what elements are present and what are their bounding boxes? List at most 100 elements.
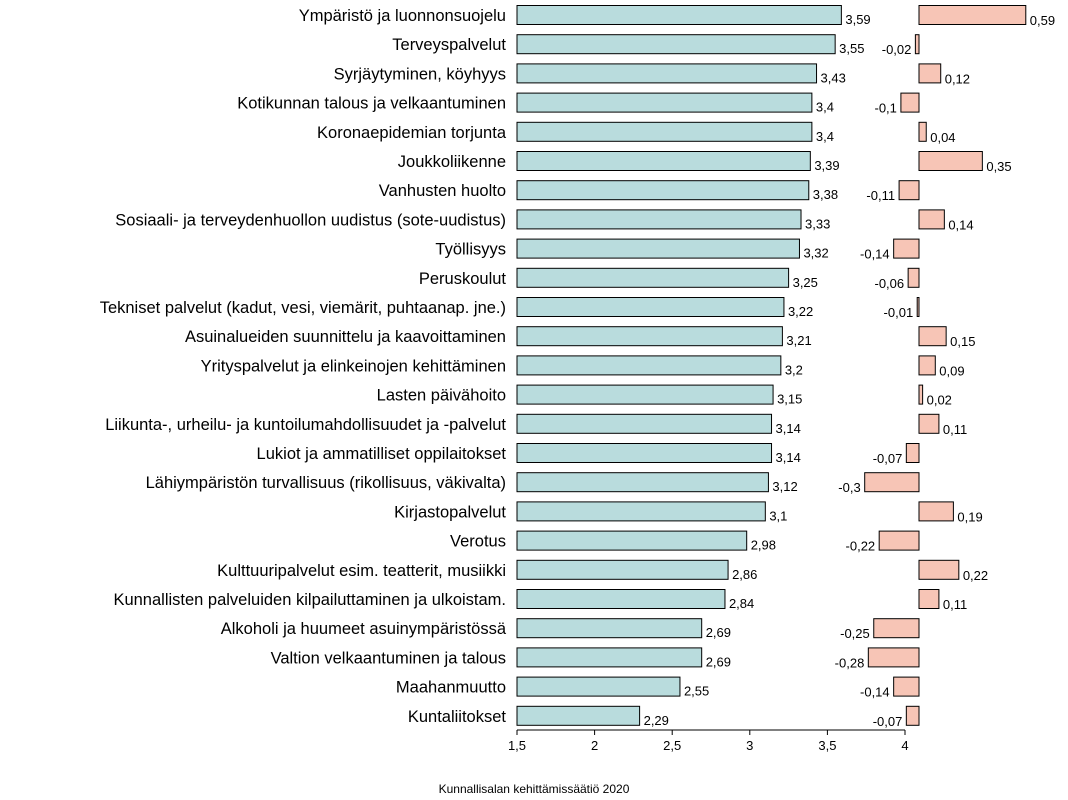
change-bar: [918, 63, 942, 84]
category-label: Asuinalueiden suunnittelu ja kaavoittami…: [185, 328, 506, 346]
mean-score-bar: [516, 180, 810, 201]
mean-score-value-label: 2,55: [684, 684, 709, 699]
mean-score-bar: [516, 530, 748, 551]
mean-score-bar: [516, 63, 818, 84]
change-bar: [873, 618, 920, 639]
change-bar: [900, 92, 920, 113]
change-value-label: -0,14: [860, 685, 890, 700]
change-value-label: 0,59: [1030, 13, 1055, 28]
change-value-label: -0,06: [874, 276, 904, 291]
category-label: Terveyspalvelut: [392, 36, 506, 54]
mean-score-bar: [516, 589, 726, 609]
category-label: Koronaepidemian torjunta: [317, 124, 507, 142]
mean-score-bar: [516, 5, 842, 25]
change-bar: [905, 443, 920, 463]
category-label: Lasten päivähoito: [377, 387, 506, 405]
change-value-label: -0,22: [846, 539, 876, 554]
category-label: Kulttuuripalvelut esim. teatterit, musii…: [217, 562, 506, 580]
mean-score-value-label: 3,38: [813, 187, 838, 202]
category-label: Tekniset palvelut (kadut, vesi, viemärit…: [100, 299, 506, 317]
mean-score-bar: [516, 559, 729, 580]
change-bar: [893, 238, 920, 259]
mean-score-value-label: 3,15: [777, 392, 802, 407]
change-bar: [918, 121, 927, 142]
category-label: Lähiympäristön turvallisuus (rikollisuus…: [146, 474, 506, 492]
mean-score-value-label: 3,55: [839, 41, 864, 56]
change-value-labels: 0,59 -0,02 0,12 -0,1 0,04 0,35 -0,11 0,14 -0,14 -…: [835, 13, 1055, 729]
mean-score-value-label: 3,25: [793, 275, 818, 290]
category-label: Joukkoliikenne: [398, 153, 506, 171]
mean-score-value-label: 3,1: [769, 508, 787, 523]
mean-score-value-label: 3,33: [805, 216, 830, 231]
change-value-label: -0,11: [866, 188, 895, 203]
change-value-label: 0,11: [943, 422, 967, 437]
change-value-label: -0,3: [838, 480, 860, 495]
mean-score-value-label: 3,22: [788, 304, 813, 319]
change-value-label: 0,04: [930, 130, 955, 145]
x-tick-label: 4: [901, 738, 908, 753]
change-value-label: -0,14: [860, 247, 890, 262]
mean-score-value-label: 2,69: [706, 625, 731, 640]
change-bar: [914, 34, 920, 55]
mean-score-bar: [516, 121, 813, 142]
category-label: Maahanmuutto: [396, 679, 506, 697]
change-value-label: 0,22: [963, 568, 988, 583]
x-axis: [516, 729, 906, 735]
change-value-label: -0,07: [873, 714, 903, 729]
mean-score-value-label: 2,69: [706, 654, 731, 669]
change-value-label: 0,35: [986, 159, 1011, 174]
change-bar: [918, 501, 954, 522]
category-label: Lukiot ja ammatilliset oppilaitokset: [257, 445, 507, 463]
mean-score-bar: [516, 209, 802, 230]
change-bar: [918, 384, 924, 405]
source-label: Kunnallisalan kehittämissäätiö 2020: [439, 782, 630, 796]
mean-score-value-label: 3,21: [786, 333, 811, 348]
category-label: Syrjäytyminen, köyhyys: [334, 65, 506, 83]
category-label: Ympäristö ja luonnonsuojelu: [299, 7, 506, 25]
category-label: Peruskoulut: [419, 270, 507, 288]
change-bar: [905, 705, 920, 726]
mean-score-value-label: 3,4: [816, 129, 834, 144]
mean-score-value-label: 3,32: [803, 246, 828, 261]
category-labels: Ympäristö ja luonnonsuojelu Terveyspalvel…: [100, 7, 507, 726]
change-bar: [916, 297, 920, 317]
change-value-label: 0,19: [957, 509, 982, 524]
change-value-label: -0,07: [873, 451, 903, 466]
change-bar: [898, 180, 920, 201]
x-tick-label: 2: [591, 738, 598, 753]
category-label: Sosiaali- ja terveydenhuollon uudistus (…: [115, 211, 506, 229]
change-bar: [864, 472, 920, 493]
mean-score-bar: [516, 92, 813, 113]
category-label: Kuntaliitokset: [408, 708, 507, 726]
category-label: Yrityspalvelut ja elinkeinojen kehittämi…: [201, 357, 506, 375]
change-bar: [907, 267, 920, 288]
category-label: Kirjastopalvelut: [394, 503, 506, 521]
mean-score-value-label: 2,86: [732, 567, 757, 582]
mean-score-value-label: 3,12: [772, 479, 797, 494]
mean-score-value-label: 3,14: [776, 421, 801, 436]
change-value-label: 0,15: [950, 334, 975, 349]
mean-score-bar: [516, 501, 766, 522]
change-bar: [918, 151, 983, 171]
mean-score-bar: [516, 384, 774, 405]
change-value-label: -0,01: [884, 305, 914, 320]
change-bar: [918, 326, 947, 347]
mean-score-value-label: 3,2: [785, 362, 803, 377]
mean-score-bar: [516, 647, 703, 668]
change-value-label: -0,25: [840, 626, 870, 641]
category-label: Vanhusten huolto: [379, 182, 506, 200]
x-tick-label: 1,5: [508, 738, 526, 753]
mean-score-value-label: 3,43: [821, 70, 846, 85]
change-bars: [864, 5, 1027, 726]
mean-score-value-label: 2,84: [729, 596, 754, 611]
change-bar: [918, 559, 960, 580]
mean-score-bar: [516, 238, 800, 259]
category-label: Valtion velkaantuminen ja talous: [271, 649, 506, 667]
change-bar: [918, 355, 936, 376]
mean-score-bar: [516, 413, 773, 434]
mean-score-value-label: 2,29: [644, 713, 669, 728]
mean-score-value-label: 3,59: [845, 12, 870, 27]
change-value-label: -0,28: [835, 655, 865, 670]
change-value-label: -0,02: [882, 42, 912, 57]
